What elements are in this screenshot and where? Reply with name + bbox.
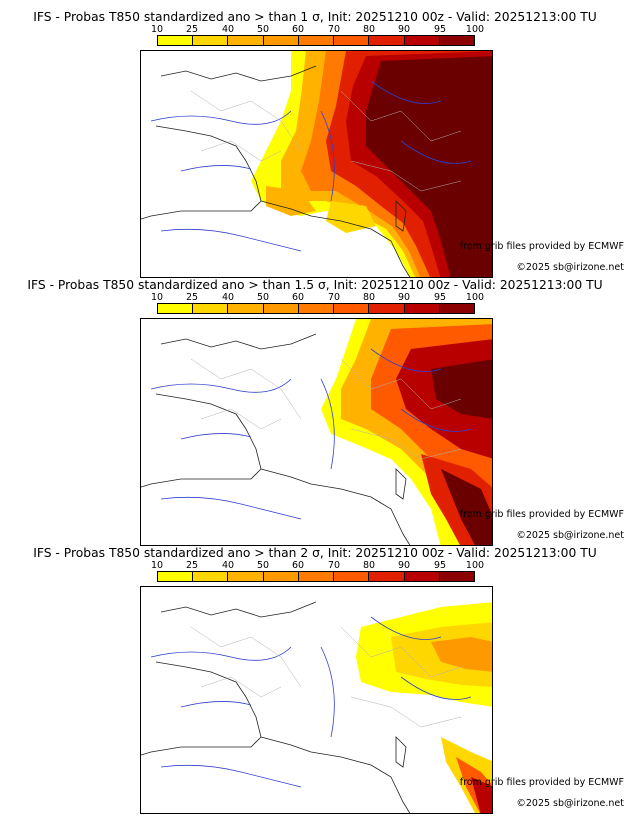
tick-label: 25 — [185, 560, 199, 571]
tick-label: 95 — [433, 292, 447, 303]
coastlines — [141, 65, 411, 277]
colorbar-segment — [228, 304, 264, 313]
tick-label: 80 — [362, 24, 376, 35]
colorbar-segment — [404, 304, 440, 313]
tick-label: 80 — [362, 560, 376, 571]
probability-map — [140, 50, 493, 278]
source-credit: from grib files provided by ECMWF — [459, 777, 624, 788]
tick-label: 50 — [256, 292, 270, 303]
probability-field — [321, 319, 492, 545]
probability-map — [140, 586, 493, 814]
tick-label: 25 — [185, 24, 199, 35]
copyright-credit: ©2025 sb@irizone.net — [516, 262, 624, 273]
tick-label: 40 — [221, 560, 235, 571]
map-panel-3: IFS - Probas T850 standardized ano > tha… — [0, 546, 630, 814]
colorbar-segment — [298, 36, 335, 45]
colorbar-segment — [298, 304, 335, 313]
colorbar-segment — [334, 304, 370, 313]
map-panel-2: IFS - Probas T850 standardized ano > tha… — [0, 278, 630, 546]
tick-label: 70 — [327, 292, 341, 303]
colorbar-segment — [263, 304, 299, 313]
tick-label: 60 — [291, 24, 305, 35]
colorbar — [157, 571, 475, 582]
map-graphic — [141, 601, 492, 813]
map-graphic — [141, 319, 492, 545]
colorbar-segment — [334, 36, 370, 45]
rivers — [150, 80, 472, 252]
tick-label: 70 — [327, 24, 341, 35]
colorbar-segment — [369, 36, 405, 45]
colorbar-segment — [334, 572, 370, 581]
colorbar-segment — [193, 572, 229, 581]
colorbar-segment — [228, 36, 264, 45]
borders — [190, 626, 462, 728]
tick-label: 10 — [150, 560, 164, 571]
tick-label: 60 — [291, 292, 305, 303]
tick-label: 95 — [433, 560, 447, 571]
colorbar-ticks: 10 25 40 50 60 70 80 90 95 100 — [151, 560, 484, 571]
panel-title: IFS - Probas T850 standardized ano > tha… — [33, 10, 597, 24]
coastlines — [141, 333, 411, 545]
rivers — [150, 616, 472, 788]
colorbar-segment — [439, 304, 474, 313]
tick-label: 70 — [327, 560, 341, 571]
colorbar-segment — [193, 36, 229, 45]
tick-label: 25 — [185, 292, 199, 303]
tick-label: 100 — [465, 24, 485, 35]
panel-title: IFS - Probas T850 standardized ano > tha… — [27, 278, 603, 292]
coastlines — [141, 601, 411, 813]
tick-label: 40 — [221, 24, 235, 35]
panel-title: IFS - Probas T850 standardized ano > tha… — [33, 546, 597, 560]
copyright-credit: ©2025 sb@irizone.net — [516, 798, 624, 809]
colorbar — [157, 35, 475, 46]
colorbar-segment — [369, 304, 405, 313]
probability-map — [140, 318, 493, 546]
tick-label: 90 — [397, 292, 411, 303]
colorbar-segment — [404, 572, 440, 581]
tick-label: 100 — [465, 560, 485, 571]
tick-label: 95 — [433, 24, 447, 35]
colorbar-ticks: 10 25 40 50 60 70 80 90 95 100 — [151, 24, 484, 35]
tick-label: 10 — [150, 24, 164, 35]
colorbar-segment — [228, 572, 264, 581]
tick-label: 80 — [362, 292, 376, 303]
source-credit: from grib files provided by ECMWF — [459, 241, 624, 252]
colorbar-segment — [158, 36, 194, 45]
colorbar-segment — [158, 304, 194, 313]
map-graphic — [141, 51, 492, 277]
source-credit: from grib files provided by ECMWF — [459, 509, 624, 520]
colorbar-ticks: 10 25 40 50 60 70 80 90 95 100 — [151, 292, 484, 303]
colorbar-segment — [193, 304, 229, 313]
tick-label: 90 — [397, 560, 411, 571]
tick-label: 90 — [397, 24, 411, 35]
probability-field — [251, 51, 492, 277]
tick-label: 50 — [256, 560, 270, 571]
tick-label: 50 — [256, 24, 270, 35]
colorbar-segment — [404, 36, 440, 45]
borders — [190, 90, 462, 192]
tick-label: 10 — [150, 292, 164, 303]
tick-label: 60 — [291, 560, 305, 571]
copyright-credit: ©2025 sb@irizone.net — [516, 530, 624, 541]
colorbar-segment — [158, 572, 194, 581]
colorbar-segment — [263, 572, 299, 581]
tick-label: 100 — [465, 292, 485, 303]
colorbar-segment — [369, 572, 405, 581]
borders — [190, 358, 462, 460]
tick-label: 40 — [221, 292, 235, 303]
colorbar-segment — [439, 572, 474, 581]
colorbar-segment — [298, 572, 335, 581]
rivers — [150, 348, 472, 520]
colorbar — [157, 303, 475, 314]
colorbar-segment — [439, 36, 474, 45]
colorbar-segment — [263, 36, 299, 45]
map-panel-1: IFS - Probas T850 standardized ano > tha… — [0, 10, 630, 278]
